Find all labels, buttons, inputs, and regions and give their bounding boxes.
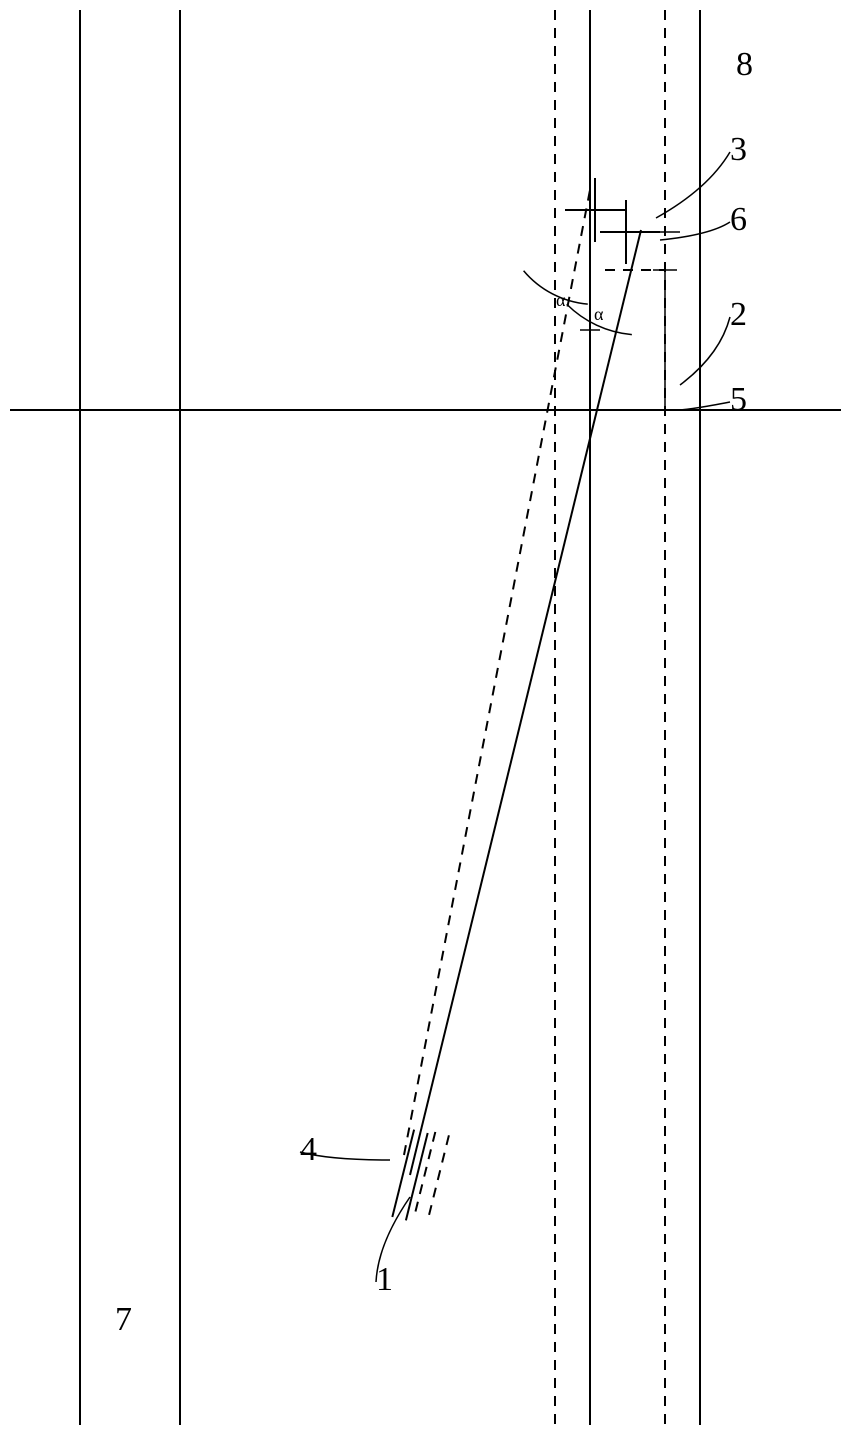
label-2: 2 [730, 296, 747, 333]
label-1: 1 [376, 1261, 393, 1298]
technical-diagram: 1 2 3 4 5 6 7 8 α α [0, 0, 851, 1435]
angle-alpha-2: α [594, 304, 604, 324]
label-6: 6 [730, 201, 747, 238]
label-4: 4 [300, 1131, 317, 1168]
label-3: 3 [730, 131, 747, 168]
angle-alpha-1: α [556, 290, 566, 310]
label-7: 7 [115, 1301, 132, 1338]
label-8: 8 [736, 46, 753, 83]
label-5: 5 [730, 381, 747, 418]
